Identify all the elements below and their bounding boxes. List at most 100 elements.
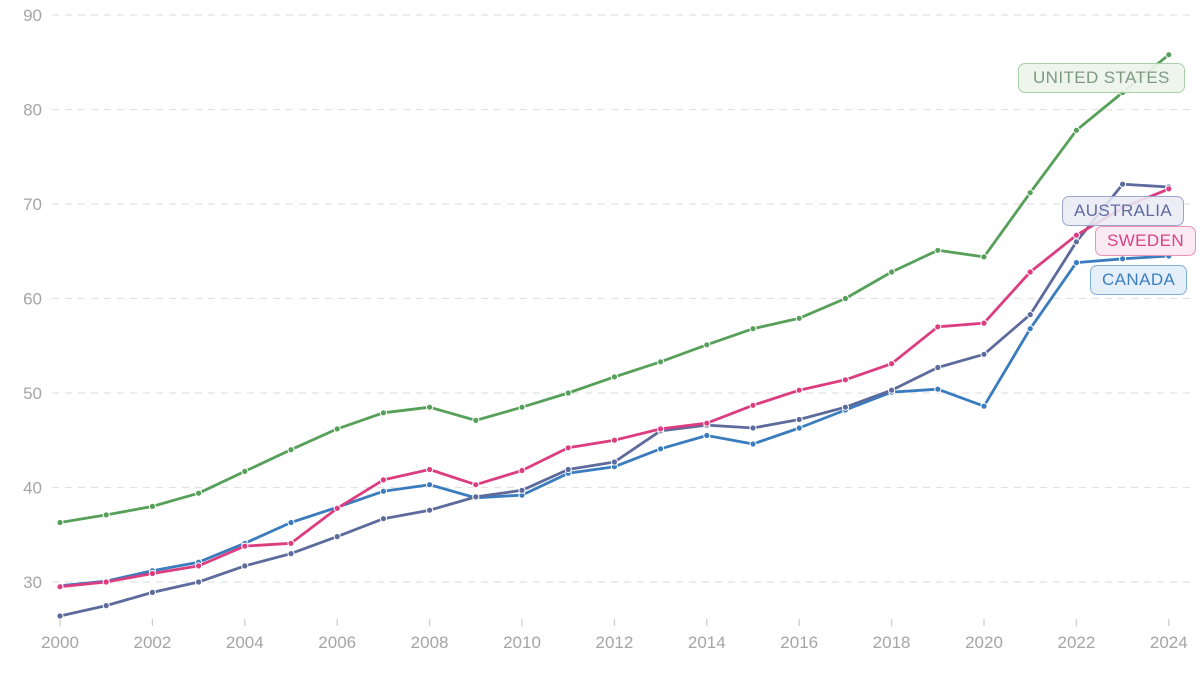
data-point-canada-2005 [287, 518, 295, 527]
series-australia [56, 180, 1173, 620]
data-point-sweden-2005 [287, 539, 295, 547]
data-point-sweden-2003 [195, 562, 203, 570]
data-point-sweden-2011 [564, 444, 572, 452]
data-point-australia-2023 [1119, 180, 1127, 188]
data-point-sweden-2015 [749, 401, 757, 409]
data-point-canada-2021 [1026, 325, 1034, 333]
data-point-canada-2014 [703, 431, 711, 440]
data-point-united-states-2020 [980, 253, 988, 261]
data-point-canada-2016 [795, 424, 803, 432]
data-point-sweden-2010 [518, 466, 526, 475]
data-point-sweden-2020 [980, 319, 988, 327]
data-point-sweden-2000 [56, 583, 64, 591]
data-point-united-states-2008 [426, 403, 434, 411]
series-label-australia[interactable]: AUSTRALIA [1062, 196, 1185, 226]
y-axis-tick-label: 90 [23, 6, 42, 25]
data-point-canada-2020 [980, 402, 988, 410]
data-point-sweden-2024 [1165, 185, 1173, 193]
data-point-united-states-2002 [148, 502, 156, 510]
data-point-australia-2003 [195, 578, 203, 586]
y-axis-tick-label: 60 [23, 290, 42, 309]
data-point-united-states-2015 [749, 325, 757, 333]
data-point-australia-2004 [241, 562, 249, 570]
data-point-sweden-2007 [379, 476, 387, 484]
data-point-united-states-2018 [888, 268, 896, 276]
data-point-canada-2023 [1119, 255, 1127, 263]
data-point-united-states-2014 [703, 341, 711, 349]
data-point-sweden-2002 [148, 569, 156, 578]
series-canada [56, 252, 1173, 590]
data-point-canada-2013 [657, 445, 665, 453]
data-point-sweden-2013 [657, 425, 665, 433]
data-point-sweden-2012 [610, 436, 619, 444]
data-point-sweden-2018 [888, 360, 896, 368]
data-point-australia-2008 [426, 506, 434, 514]
x-axis-tick-label: 2000 [41, 633, 79, 652]
x-axis-tick-label: 2020 [965, 633, 1003, 652]
data-point-australia-2002 [148, 588, 156, 597]
y-axis-tick-label: 70 [23, 195, 42, 214]
data-point-united-states-2000 [56, 518, 64, 527]
data-point-sweden-2001 [102, 578, 110, 586]
data-point-united-states-2021 [1026, 189, 1034, 197]
x-axis-tick-label: 2018 [873, 633, 911, 652]
x-axis-tick-label: 2024 [1150, 633, 1188, 652]
data-point-australia-2015 [749, 424, 757, 432]
data-point-sweden-2021 [1026, 268, 1034, 276]
data-point-united-states-2013 [657, 358, 665, 366]
x-axis-tick-label: 2008 [411, 633, 449, 652]
data-point-sweden-2006 [333, 504, 341, 512]
data-point-united-states-2001 [102, 511, 110, 519]
x-axis-tick-label: 2014 [688, 633, 726, 652]
data-point-sweden-2019 [934, 323, 942, 331]
data-point-australia-2012 [610, 458, 619, 466]
data-point-sweden-2008 [426, 465, 434, 474]
data-point-sweden-2004 [241, 542, 249, 550]
data-point-canada-2019 [934, 385, 942, 393]
data-point-australia-2016 [795, 415, 803, 424]
data-point-united-states-2011 [564, 389, 572, 397]
data-point-australia-2019 [934, 363, 942, 372]
data-point-united-states-2006 [333, 425, 341, 433]
data-point-australia-2005 [287, 550, 295, 558]
data-point-australia-2011 [564, 465, 572, 474]
data-point-united-states-2003 [195, 489, 203, 497]
data-point-united-states-2004 [241, 467, 249, 475]
data-point-australia-2022 [1072, 238, 1081, 246]
y-axis-tick-label: 50 [23, 384, 42, 403]
data-point-canada-2007 [379, 487, 387, 495]
y-axis-tick-label: 40 [23, 479, 42, 498]
x-axis-tick-label: 2006 [318, 633, 356, 652]
data-point-canada-2008 [426, 481, 434, 489]
series-label-united-states[interactable]: UNITED STATES [1018, 63, 1185, 93]
x-axis-tick-label: 2022 [1057, 633, 1095, 652]
series-sweden [56, 185, 1173, 591]
data-point-sweden-2022 [1072, 231, 1081, 239]
data-point-australia-2021 [1026, 311, 1034, 319]
data-point-united-states-2007 [379, 409, 387, 417]
data-point-australia-2017 [841, 403, 850, 411]
x-axis-tick-label: 2004 [226, 633, 264, 652]
data-point-united-states-2012 [610, 373, 619, 381]
series-label-sweden[interactable]: SWEDEN [1095, 226, 1197, 256]
series-label-canada[interactable]: CANADA [1090, 265, 1188, 295]
data-point-australia-2009 [472, 493, 480, 501]
data-point-united-states-2022 [1072, 126, 1081, 134]
data-point-united-states-2017 [841, 294, 850, 303]
data-point-australia-2001 [102, 602, 110, 610]
data-point-sweden-2016 [795, 386, 803, 394]
data-point-united-states-2016 [795, 314, 803, 322]
data-point-united-states-2005 [287, 446, 295, 454]
data-point-united-states-2009 [472, 416, 480, 424]
data-point-canada-2015 [749, 440, 757, 448]
data-point-australia-2006 [333, 533, 341, 541]
data-point-united-states-2019 [934, 246, 942, 254]
x-axis-tick-label: 2002 [133, 633, 171, 652]
data-point-australia-2020 [980, 350, 988, 358]
data-point-australia-2000 [56, 612, 64, 620]
data-point-australia-2018 [888, 386, 896, 394]
y-axis-tick-label: 80 [23, 101, 42, 120]
data-point-sweden-2017 [841, 376, 850, 384]
data-point-sweden-2009 [472, 481, 480, 489]
x-axis-tick-label: 2012 [595, 633, 633, 652]
